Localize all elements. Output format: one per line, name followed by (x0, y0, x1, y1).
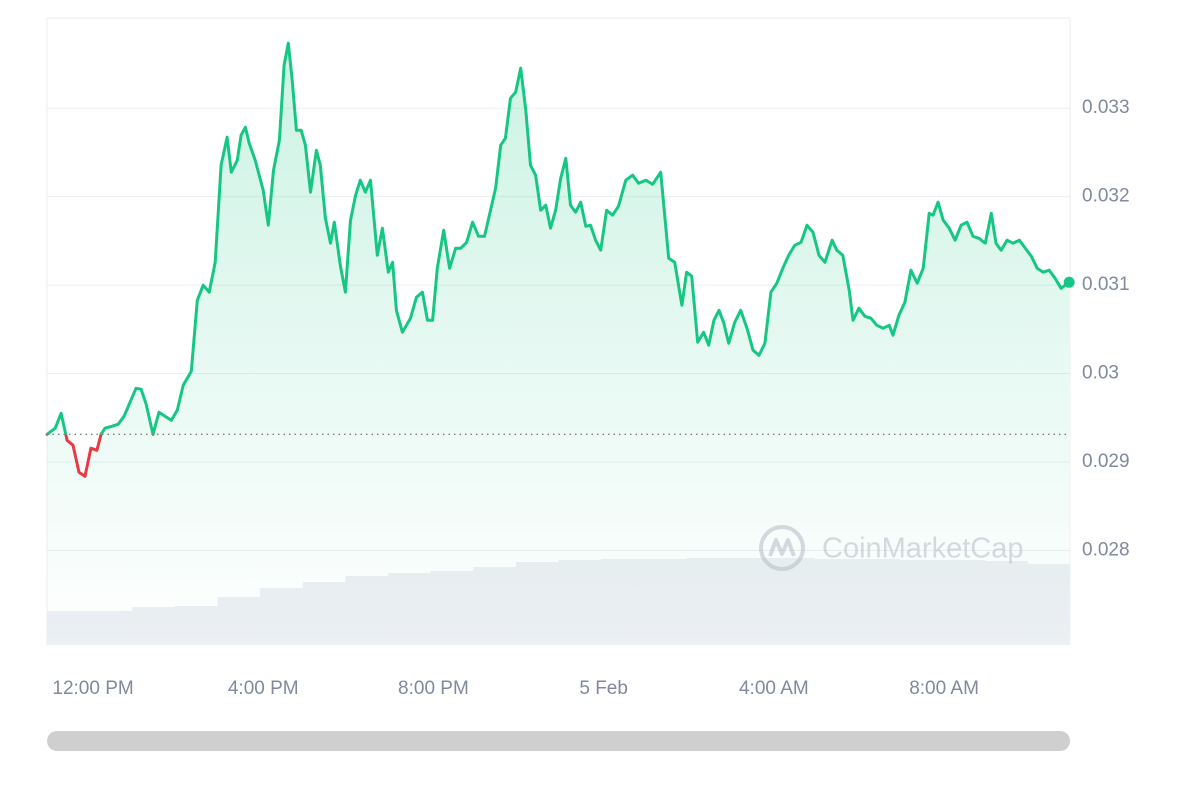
watermark: CoinMarketCap (759, 525, 1023, 571)
scrollbar[interactable] (47, 731, 1070, 751)
x-tick-label: 5 Feb (579, 678, 628, 699)
x-tick-label: 12:00 PM (52, 678, 133, 699)
last-point (1063, 276, 1075, 288)
watermark-logo (759, 525, 805, 571)
y-tick-label: 0.031 (1082, 274, 1130, 295)
x-tick-label: 4:00 PM (228, 678, 299, 699)
x-tick-label: 8:00 AM (909, 678, 979, 699)
price-line (45, 41, 1071, 478)
x-tick-label: 4:00 AM (739, 678, 809, 699)
watermark-logo-mark (768, 538, 796, 557)
x-tick-label: 8:00 PM (398, 678, 469, 699)
y-tick-label: 0.033 (1082, 97, 1130, 118)
y-tick-label: 0.029 (1082, 451, 1130, 472)
watermark-text: CoinMarketCap (822, 533, 1023, 565)
y-tick-label: 0.032 (1082, 186, 1130, 207)
y-tick-label: 0.03 (1082, 363, 1119, 384)
y-tick-label: 0.028 (1082, 539, 1130, 560)
price-area (47, 43, 1070, 645)
